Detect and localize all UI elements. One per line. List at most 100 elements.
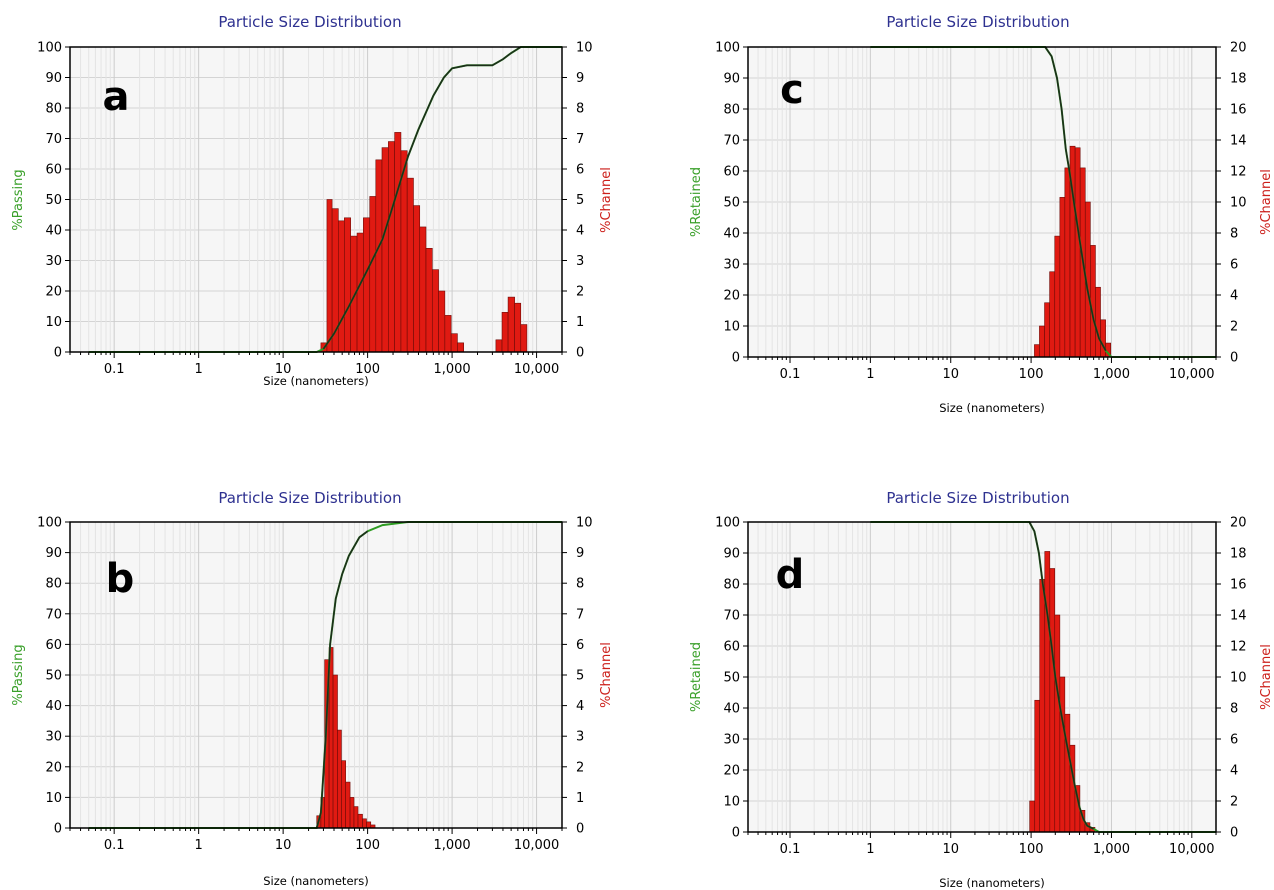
y2-tick-label: 7	[576, 132, 584, 147]
y2-tick-label: 3	[576, 254, 584, 269]
histogram-bar	[1074, 147, 1081, 358]
panel-letter: b	[106, 556, 135, 602]
y-tick-label: 80	[723, 103, 740, 118]
histogram-bar	[1044, 302, 1050, 358]
y2-axis-label: %Channel	[599, 642, 614, 708]
y-axis-label: %Retained	[689, 642, 704, 712]
y2-tick-label: 6	[576, 638, 584, 653]
y-axis-label: %Retained	[689, 167, 704, 237]
histogram-bar	[501, 312, 509, 353]
y-tick-label: 70	[723, 134, 740, 149]
panel-letter: a	[103, 74, 130, 120]
y-tick-label: 50	[45, 669, 62, 684]
histogram-bar	[1090, 245, 1096, 358]
chart-panel-b: 0 10 20 30 40 50 60 70 80 90 100 0 1 2 3 4 5 6 7 8 9 10 0.1 1 10…	[11, 489, 614, 888]
y2-tick-label: 12	[1230, 640, 1247, 655]
y-tick-label: 30	[45, 730, 62, 745]
y2-tick-label: 7	[576, 607, 584, 622]
y-tick-label: 40	[723, 227, 740, 242]
histogram-bar	[388, 141, 395, 353]
y-tick-label: 10	[723, 795, 740, 810]
y2-axis-label: %Channel	[599, 167, 614, 233]
histogram-bar	[1044, 551, 1051, 833]
y-tick-label: 90	[723, 72, 740, 87]
histogram-bar	[413, 205, 421, 353]
histogram-bar	[357, 813, 363, 829]
x-tick-label: 0.1	[104, 838, 125, 853]
y-tick-label: 60	[723, 165, 740, 180]
histogram-bar	[1034, 344, 1040, 358]
histogram-bar	[375, 159, 383, 353]
y2-tick-label: 0	[576, 346, 584, 361]
y2-tick-label: 8	[576, 102, 584, 117]
y2-tick-label: 4	[576, 699, 584, 714]
y-tick-label: 70	[723, 609, 740, 624]
chart-title: Particle Size Distribution	[218, 489, 401, 507]
y2-tick-label: 4	[1230, 289, 1238, 304]
histogram-bar	[1059, 197, 1066, 358]
cumulative-curve-overlay	[322, 46, 522, 350]
histogram-bar	[326, 199, 333, 353]
y-tick-label: 80	[723, 578, 740, 593]
y-axis-label: %Passing	[11, 169, 26, 230]
y2-tick-label: 6	[576, 163, 584, 178]
y-tick-label: 80	[45, 102, 62, 117]
y-tick-label: 100	[715, 41, 740, 56]
x-tick-label: 100	[355, 838, 380, 853]
histogram-bar	[1049, 271, 1056, 358]
histogram-bar	[1059, 676, 1066, 833]
y2-tick-label: 2	[576, 285, 584, 300]
y2-tick-label: 1	[576, 315, 584, 330]
y-tick-label: 0	[54, 822, 62, 837]
y2-tick-label: 8	[1230, 227, 1238, 242]
y2-tick-label: 2	[1230, 320, 1238, 335]
histogram-bar	[514, 302, 522, 353]
y-tick-label: 60	[45, 163, 62, 178]
y2-tick-label: 5	[576, 669, 584, 684]
y2-tick-label: 18	[1230, 72, 1247, 87]
histogram-bar	[337, 729, 342, 829]
x-axis-label: Size (nanometers)	[263, 874, 368, 888]
x-tick-label: 1,000	[1093, 367, 1130, 382]
y-tick-label: 90	[45, 71, 62, 86]
y-tick-label: 30	[723, 258, 740, 273]
x-tick-label: 10,000	[514, 362, 560, 377]
y-tick-label: 90	[723, 547, 740, 562]
histogram-bar	[362, 818, 367, 829]
histogram-bar	[400, 150, 408, 353]
y2-tick-label: 18	[1230, 547, 1247, 562]
x-tick-label: 100	[1019, 367, 1044, 382]
y2-tick-label: 8	[576, 577, 584, 592]
histogram-bar	[406, 177, 414, 353]
y2-axis-label: %Channel	[1259, 169, 1274, 235]
x-axis-label: Size (nanometers)	[263, 374, 368, 388]
x-tick-label: 10,000	[1169, 842, 1215, 857]
histogram-bar	[1054, 614, 1061, 833]
x-tick-label: 10	[942, 842, 959, 857]
histogram-bar	[1064, 167, 1071, 358]
chart-title: Particle Size Distribution	[886, 489, 1069, 507]
histogram-bar	[381, 147, 389, 353]
x-tick-label: 1,000	[433, 362, 470, 377]
x-tick-label: 100	[1019, 842, 1044, 857]
histogram-bar	[332, 674, 338, 829]
x-tick-label: 100	[355, 362, 380, 377]
y2-tick-label: 0	[1230, 826, 1238, 841]
y-tick-label: 0	[732, 826, 740, 841]
cumulative-curve-overlay	[1044, 46, 1107, 352]
y2-tick-label: 9	[576, 546, 584, 561]
y-tick-label: 70	[45, 132, 62, 147]
y-tick-label: 50	[45, 193, 62, 208]
gridlines	[69, 521, 563, 829]
y-axis-label: %Passing	[11, 644, 26, 705]
histogram-bar	[349, 797, 355, 829]
y2-tick-label: 10	[1230, 671, 1247, 686]
y-tick-label: 20	[45, 760, 62, 775]
histogram-bar	[353, 806, 359, 829]
x-tick-label: 1	[866, 842, 874, 857]
histogram-bar	[1100, 319, 1106, 358]
x-tick-label: 10	[275, 362, 292, 377]
y2-tick-label: 0	[576, 822, 584, 837]
histogram-bar	[1049, 568, 1056, 833]
